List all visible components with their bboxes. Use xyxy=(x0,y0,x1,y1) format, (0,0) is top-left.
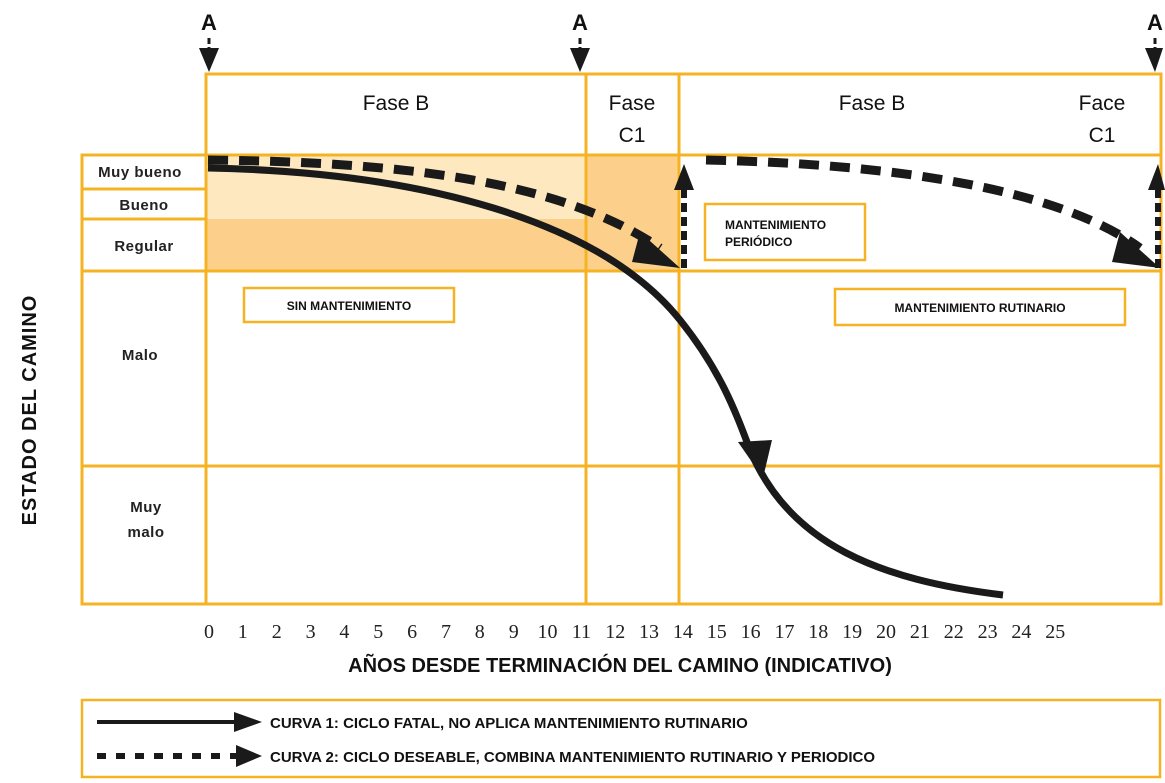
curve-2-arrowhead-2-icon xyxy=(1112,232,1160,268)
x-tick-label: 16 xyxy=(741,621,761,643)
down-arrow-icon xyxy=(199,48,219,72)
mantenimiento-periodico-box: MANTENIMIENTO PERIÓDICO xyxy=(703,202,867,262)
curve-1-arrowhead-icon xyxy=(738,440,772,478)
phase-c2-label-line1: Face xyxy=(1079,92,1126,115)
x-tick-label: 3 xyxy=(306,621,316,643)
x-axis-label: AÑOS DESDE TERMINACIÓN DEL CAMINO (INDIC… xyxy=(348,653,892,677)
row-label-malo: Malo xyxy=(122,347,158,364)
x-axis-ticks: 0 1 2 3 4 5 6 7 8 9 10 11 12 13 14 15 16 17 18 19 20 21 22 23 24… xyxy=(204,621,1065,643)
x-tick-label: 1 xyxy=(238,621,248,643)
legend-arrow-icon xyxy=(234,712,262,732)
marker-a-3: A xyxy=(1145,10,1163,72)
legend-arrow-icon xyxy=(236,745,262,767)
x-tick-label: 5 xyxy=(373,621,383,643)
curve-1-fatal-cycle xyxy=(207,164,1004,599)
marker-a-1: A xyxy=(199,10,219,72)
phase-c1-label-line1: Fase xyxy=(609,92,656,115)
row-label-muy-malo-line2: malo xyxy=(127,524,164,541)
x-tick-label: 8 xyxy=(475,621,485,643)
regular-zone-fill xyxy=(206,219,586,271)
row-label-muy-malo-line1: Muy xyxy=(130,499,162,516)
x-tick-label: 2 xyxy=(272,621,282,643)
x-tick-label: 7 xyxy=(441,621,451,643)
up-arrow-icon xyxy=(1148,164,1165,190)
x-tick-label: 14 xyxy=(673,621,693,643)
x-tick-label: 13 xyxy=(639,621,659,643)
row-label-muy-bueno: Muy bueno xyxy=(98,164,182,181)
up-arrow-icon xyxy=(674,164,694,190)
y-axis-label: ESTADO DEL CAMINO xyxy=(19,295,41,526)
row-label-regular: Regular xyxy=(114,238,173,255)
x-tick-label: 20 xyxy=(876,621,896,643)
x-tick-label: 4 xyxy=(339,621,349,643)
mantenimiento-periodico-label-line2: PERIÓDICO xyxy=(725,234,792,249)
marker-a-2-text: A xyxy=(572,10,588,35)
x-tick-label: 18 xyxy=(808,621,828,643)
mantenimiento-periodico-label-line1: MANTENIMIENTO xyxy=(725,218,826,232)
curve-2-segment-1 xyxy=(207,155,663,252)
x-tick-label: 11 xyxy=(572,621,591,643)
x-tick-label: 0 xyxy=(204,621,214,643)
row-label-bueno: Bueno xyxy=(119,197,168,214)
grid xyxy=(80,72,1163,606)
x-tick-label: 10 xyxy=(538,621,558,643)
x-tick-label: 22 xyxy=(944,621,964,643)
down-arrow-icon xyxy=(1145,48,1163,72)
mantenimiento-rutinario-label: MANTENIMIENTO RUTINARIO xyxy=(894,301,1065,315)
legend-curve-1-text: CURVA 1: CICLO FATAL, NO APLICA MANTENIM… xyxy=(270,715,748,732)
phase-b2-label: Fase B xyxy=(839,92,906,115)
x-tick-label: 15 xyxy=(707,621,727,643)
phase-b1-label: Fase B xyxy=(363,92,430,115)
sin-mantenimiento-label: SIN MANTENIMIENTO xyxy=(287,299,411,313)
legend-box xyxy=(80,698,1162,779)
marker-a-3-text: A xyxy=(1147,10,1163,35)
mantenimiento-rutinario-box: MANTENIMIENTO RUTINARIO xyxy=(833,287,1127,327)
phase-c2-label-line2: C1 xyxy=(1089,124,1116,147)
x-tick-label: 21 xyxy=(910,621,930,643)
legend: CURVA 1: CICLO FATAL, NO APLICA MANTENIM… xyxy=(80,698,1162,779)
curve-2-arrowhead-1-icon xyxy=(632,232,680,268)
x-tick-label: 23 xyxy=(978,621,998,643)
down-arrow-icon xyxy=(570,48,590,72)
curve-2-segment-2 xyxy=(705,155,1143,252)
phase-c1-label-line2: C1 xyxy=(619,124,646,147)
x-tick-label: 25 xyxy=(1045,621,1065,643)
x-tick-label: 19 xyxy=(842,621,862,643)
marker-a-1-text: A xyxy=(201,10,217,35)
x-tick-label: 9 xyxy=(509,621,519,643)
x-tick-label: 12 xyxy=(605,621,625,643)
x-tick-label: 6 xyxy=(407,621,417,643)
marker-a-2: A xyxy=(570,10,590,72)
legend-curve-2-text: CURVA 2: CICLO DESEABLE, COMBINA MANTENI… xyxy=(270,749,875,766)
x-tick-label: 24 xyxy=(1011,621,1031,643)
sin-mantenimiento-box: SIN MANTENIMIENTO xyxy=(242,286,456,324)
x-tick-label: 17 xyxy=(775,621,795,643)
